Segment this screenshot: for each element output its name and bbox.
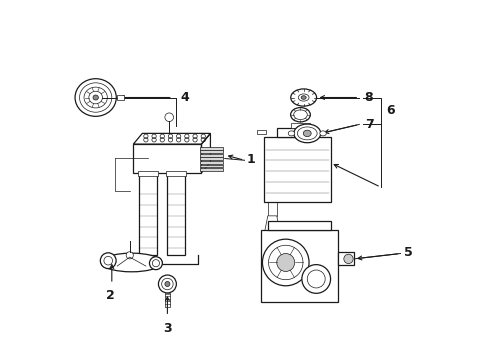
Bar <box>137 171 158 176</box>
Polygon shape <box>264 216 280 234</box>
Bar <box>267 202 276 216</box>
Bar <box>164 293 169 307</box>
Circle shape <box>262 239 308 286</box>
Polygon shape <box>199 154 223 157</box>
Circle shape <box>126 252 133 259</box>
Circle shape <box>100 253 116 269</box>
Text: 5: 5 <box>403 246 412 259</box>
Bar <box>267 221 330 230</box>
Polygon shape <box>199 147 223 149</box>
Bar <box>166 171 186 176</box>
Text: 1: 1 <box>246 153 255 166</box>
Ellipse shape <box>319 131 325 136</box>
Ellipse shape <box>293 124 320 143</box>
Bar <box>167 173 185 255</box>
Polygon shape <box>199 150 223 153</box>
Ellipse shape <box>301 96 305 99</box>
Bar <box>337 252 353 265</box>
Circle shape <box>158 275 176 293</box>
Text: 2: 2 <box>105 289 114 302</box>
Bar <box>117 95 123 100</box>
Text: 4: 4 <box>180 91 188 104</box>
Bar <box>257 130 265 134</box>
Ellipse shape <box>290 89 316 106</box>
Text: 8: 8 <box>364 91 372 104</box>
Bar <box>139 173 156 255</box>
Polygon shape <box>199 168 223 171</box>
Circle shape <box>276 253 294 271</box>
Bar <box>264 137 330 202</box>
Bar <box>291 123 309 128</box>
Circle shape <box>301 265 330 293</box>
Ellipse shape <box>287 131 294 136</box>
Polygon shape <box>199 157 223 160</box>
Text: 3: 3 <box>163 321 171 335</box>
Ellipse shape <box>303 130 310 136</box>
Ellipse shape <box>93 95 98 100</box>
Text: 6: 6 <box>386 104 394 117</box>
Polygon shape <box>199 165 223 167</box>
Text: 7: 7 <box>364 118 373 131</box>
Circle shape <box>343 254 352 264</box>
Polygon shape <box>199 161 223 164</box>
Ellipse shape <box>101 253 162 272</box>
Ellipse shape <box>290 108 310 122</box>
Circle shape <box>149 257 162 270</box>
Bar <box>276 128 317 137</box>
Ellipse shape <box>75 79 116 116</box>
Circle shape <box>164 282 169 287</box>
Bar <box>260 230 337 302</box>
